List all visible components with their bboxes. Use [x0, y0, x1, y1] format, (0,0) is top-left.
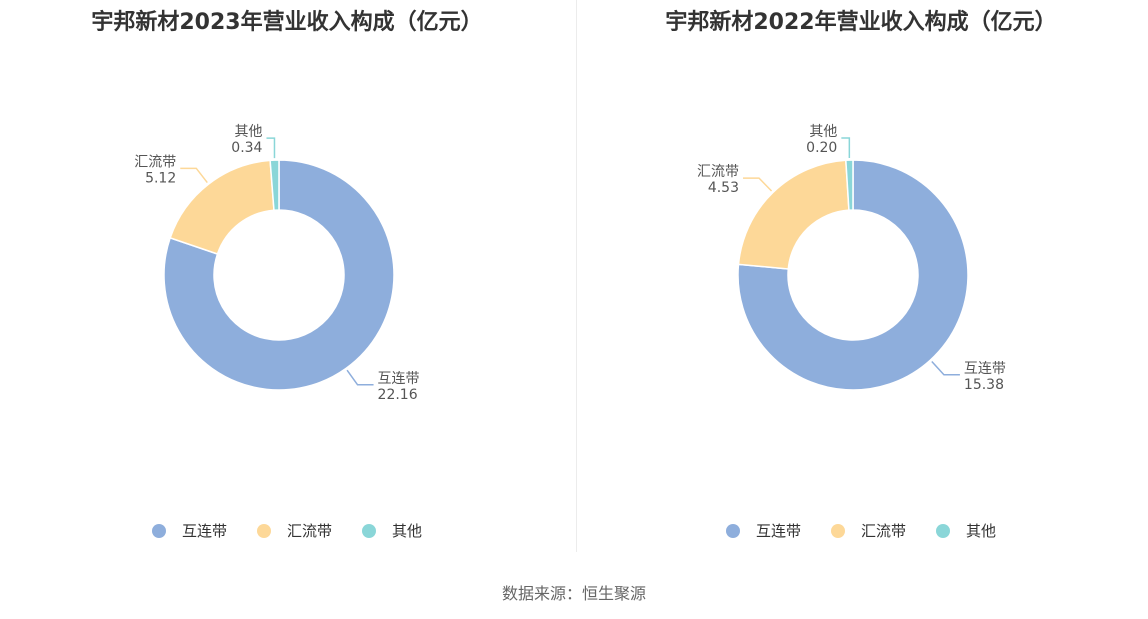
legend-label: 其他: [392, 522, 423, 540]
leader-line-other: [841, 137, 851, 159]
legend-label: 汇流带: [286, 522, 332, 540]
pie-slice-huiliuda[interactable]: [737, 159, 850, 270]
slice-label-huiliuda: 汇流带: [134, 154, 176, 170]
legend-item-other[interactable]: 其他: [362, 520, 422, 541]
legend-item-huiliuda[interactable]: 汇流带: [256, 520, 332, 541]
legend-2023: 互连带 汇流带 其他: [0, 520, 574, 541]
legend-2022: 互连带 汇流带 其他: [574, 520, 1148, 541]
pie-slice-huiliuda[interactable]: [169, 159, 275, 255]
pie-slice-hulianda[interactable]: [163, 159, 395, 391]
slice-value-hulianda: 15.38: [964, 377, 1004, 393]
leader-line-other: [266, 137, 276, 159]
pie-slice-other[interactable]: [845, 159, 854, 211]
slice-label-other: 其他: [809, 124, 837, 140]
slice-value-hulianda: 22.16: [378, 387, 418, 403]
legend-dot-icon: [725, 523, 740, 538]
chart-panel-2022: 宇邦新材2022年营业收入构成（亿元） 互连带 15.38 汇流带 4.53 其他 0.2…: [574, 0, 1148, 560]
leader-line-hulianda: [346, 369, 374, 386]
legend-label: 其他: [966, 522, 997, 540]
slice-label-huiliuda: 汇流带: [697, 164, 739, 180]
legend-dot-icon: [936, 523, 950, 538]
legend-label: 汇流带: [860, 522, 906, 540]
legend-dot-icon: [151, 523, 166, 538]
pie-slice-hulianda[interactable]: [737, 159, 969, 391]
panel-divider: [576, 0, 577, 552]
legend-item-hulianda[interactable]: 互连带: [725, 520, 801, 541]
slice-label-hulianda: 互连带: [378, 371, 420, 387]
slice-value-other: 0.20: [806, 140, 837, 156]
legend-dot-icon: [362, 523, 376, 538]
chart-panel-2023: 宇邦新材2023年营业收入构成（亿元） 互连带 22.16 汇流带 5.12 其他 0.3…: [0, 0, 574, 560]
chart-title-2022: 宇邦新材2022年营业收入构成（亿元）: [665, 10, 1057, 35]
pie-slice-other[interactable]: [269, 159, 280, 211]
leader-line-huiliuda: [180, 167, 208, 184]
legend-label: 互连带: [755, 522, 801, 540]
legend-dot-icon: [830, 523, 845, 538]
leader-line-hulianda: [931, 360, 960, 376]
chart-title-2023: 宇邦新材2023年营业收入构成（亿元）: [91, 10, 483, 35]
slice-value-huiliuda: 5.12: [145, 170, 176, 186]
slice-value-huiliuda: 4.53: [708, 180, 739, 196]
leader-line-huiliuda: [743, 177, 773, 192]
legend-item-huiliuda[interactable]: 汇流带: [830, 520, 906, 541]
legend-item-other[interactable]: 其他: [936, 520, 996, 541]
legend-dot-icon: [256, 523, 271, 538]
slice-label-other: 其他: [234, 124, 262, 140]
legend-label: 互连带: [181, 522, 227, 540]
slice-label-hulianda: 互连带: [964, 361, 1006, 377]
source-note: 数据来源：恒生聚源: [501, 584, 646, 603]
legend-item-hulianda[interactable]: 互连带: [151, 520, 227, 541]
slice-value-other: 0.34: [231, 140, 262, 156]
